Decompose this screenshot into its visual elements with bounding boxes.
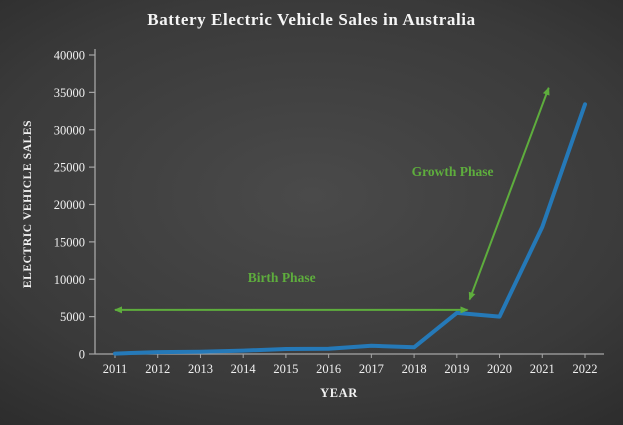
x-axis-title: YEAR — [320, 386, 358, 400]
x-tick-label: 2020 — [487, 362, 512, 376]
x-tick-label: 2014 — [231, 362, 257, 376]
y-tick-label: 40000 — [54, 49, 85, 63]
y-tick-label: 25000 — [54, 161, 85, 175]
y-tick-label: 35000 — [54, 86, 85, 100]
y-tick-label: 0 — [79, 348, 85, 362]
y-tick-label: 30000 — [54, 123, 85, 137]
x-tick-label: 2016 — [316, 362, 341, 376]
y-tick-label: 15000 — [54, 235, 85, 249]
x-tick-label: 2017 — [359, 362, 384, 376]
x-tick-label: 2018 — [402, 362, 427, 376]
x-tick-label: 2013 — [188, 362, 213, 376]
growth-phase-arrow — [468, 86, 550, 301]
x-tick-label: 2022 — [573, 362, 598, 376]
y-tick-label: 10000 — [54, 273, 85, 287]
x-tick-label: 2019 — [444, 362, 469, 376]
x-tick-label: 2012 — [145, 362, 170, 376]
x-tick-label: 2011 — [103, 362, 128, 376]
x-tick-label: 2021 — [530, 362, 555, 376]
birth-phase-label: Birth Phase — [248, 270, 316, 285]
x-tick-label: 2015 — [273, 362, 298, 376]
chart-title: Battery Electric Vehicle Sales in Austra… — [147, 10, 476, 29]
y-tick-label: 20000 — [54, 198, 85, 212]
growth-phase-label: Growth Phase — [412, 164, 494, 179]
sales-data-line — [113, 102, 587, 356]
y-tick-label: 5000 — [60, 310, 85, 324]
